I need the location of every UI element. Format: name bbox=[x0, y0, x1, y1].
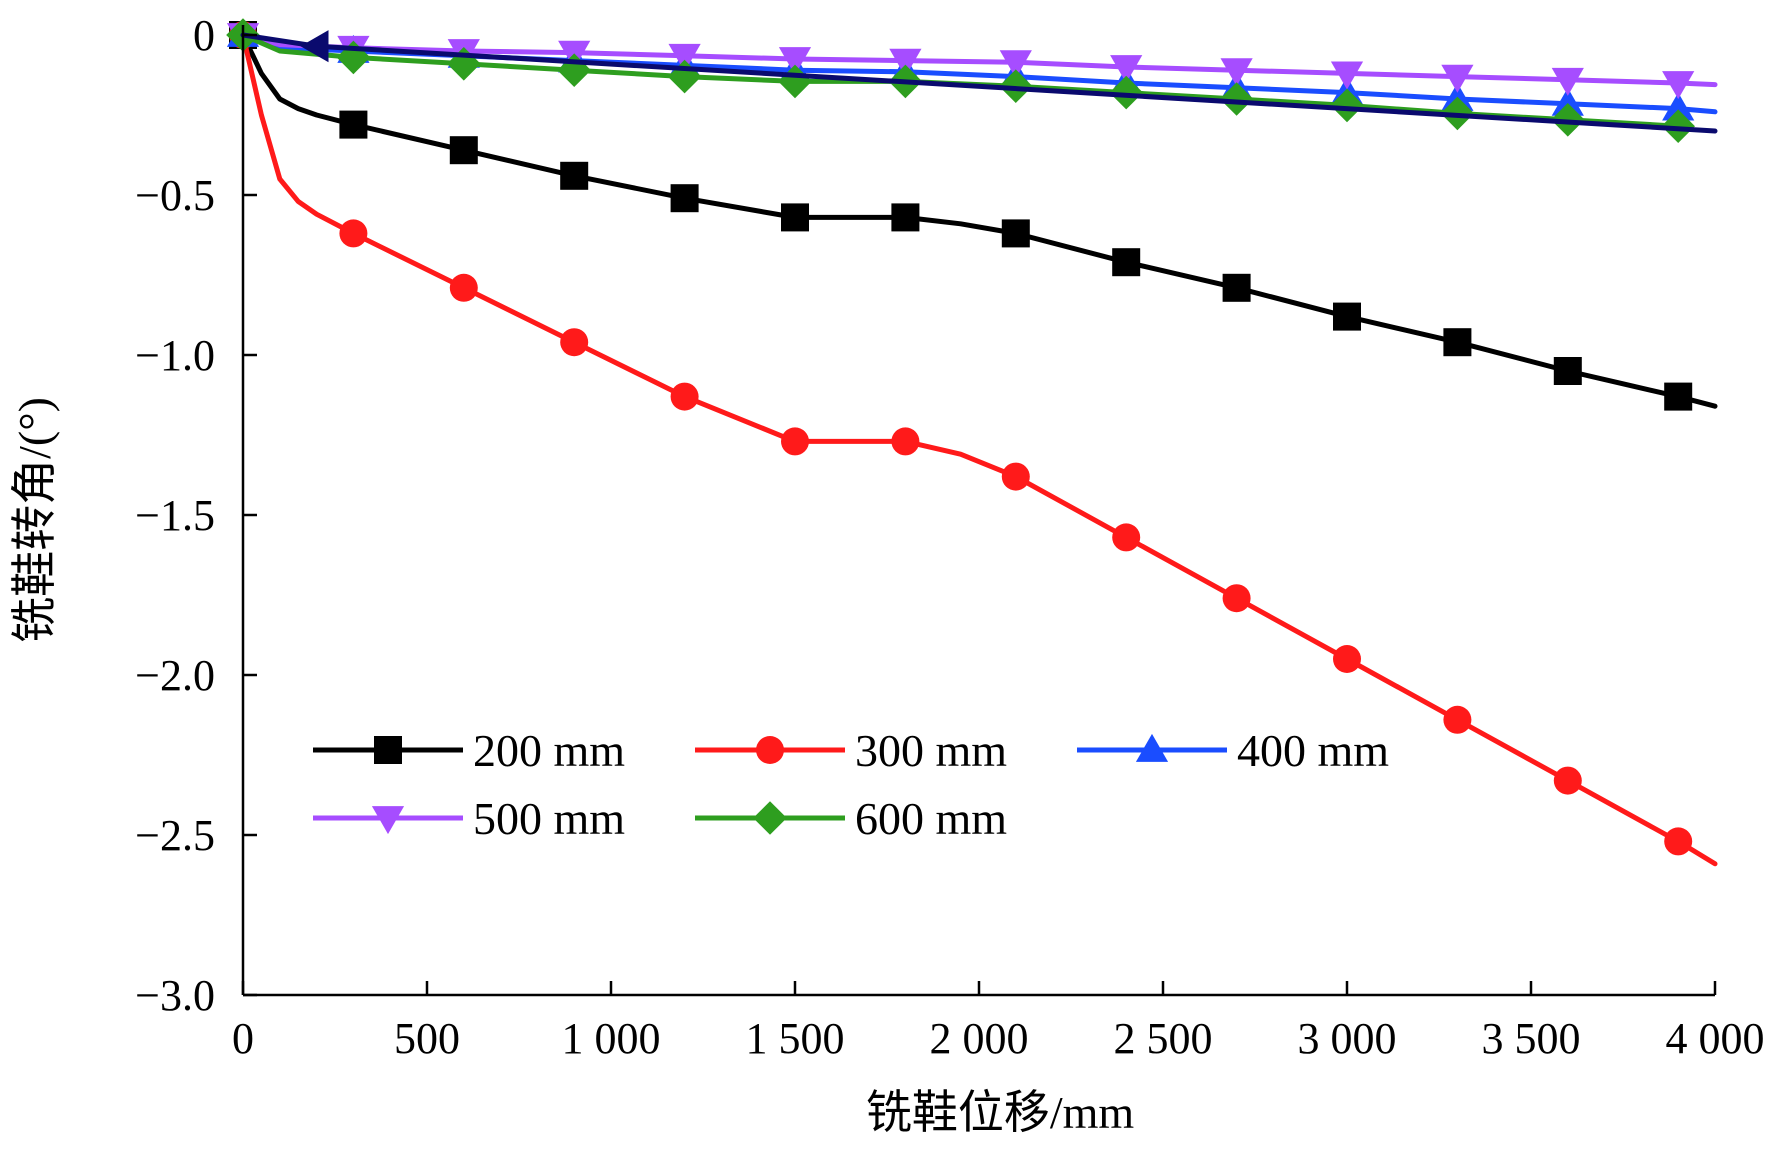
legend-marker bbox=[374, 736, 402, 764]
data-point-200-mm bbox=[1222, 273, 1251, 302]
data-point-300-mm bbox=[891, 427, 920, 456]
data-point-300-mm bbox=[1001, 462, 1030, 491]
data-point-400-mm bbox=[1662, 92, 1695, 121]
x-tick-label: 2 000 bbox=[930, 1014, 1029, 1063]
data-point-500-mm bbox=[1441, 64, 1474, 93]
axes bbox=[241, 25, 1717, 997]
legend-marker bbox=[371, 806, 405, 835]
data-point-500-mm bbox=[889, 48, 922, 77]
data-point-300-mm bbox=[781, 427, 809, 456]
data-point-500-mm bbox=[1662, 71, 1695, 100]
data-point-300-mm bbox=[1664, 827, 1693, 856]
data-point-500-mm bbox=[999, 50, 1032, 79]
data-point-300-mm bbox=[670, 382, 699, 411]
x-axis-title: 铣鞋位移/mm bbox=[866, 1087, 1135, 1138]
data-point-200-mm bbox=[1553, 357, 1582, 385]
data-point-300-mm bbox=[449, 273, 478, 302]
data-point-500-mm bbox=[1110, 55, 1143, 84]
data-point-200-mm bbox=[1333, 302, 1361, 331]
legend-item-300-mm: 300 mm bbox=[695, 725, 1007, 776]
legend: 200 mm 300 mm 400 mm 500 mm 600 mm bbox=[313, 725, 1389, 844]
data-point-200-mm bbox=[891, 203, 920, 232]
tick-labels: 0 500 1 000 1 500 2 000 2 500 3 000 3 500 4 000 0… bbox=[135, 11, 1764, 1063]
series-line-300-mm bbox=[240, 32, 1718, 867]
x-tick-label: 2 500 bbox=[1114, 1014, 1213, 1063]
data-point-300-mm bbox=[1333, 645, 1361, 673]
y-tick-label: −1.5 bbox=[135, 491, 215, 540]
data-point-200-mm bbox=[1001, 219, 1030, 248]
legend-marker bbox=[753, 801, 787, 835]
data-point-600-mm bbox=[1330, 88, 1364, 123]
x-tick-label: 4 000 bbox=[1666, 1014, 1765, 1063]
legend-label: 200 mm bbox=[473, 725, 625, 776]
x-tick-label: 1 500 bbox=[746, 1014, 845, 1063]
data-point-600-mm bbox=[1219, 82, 1254, 116]
data-point-300-mm bbox=[1553, 766, 1582, 795]
legend-item-200-mm: 200 mm bbox=[313, 725, 625, 776]
x-tick-label: 3 000 bbox=[1298, 1014, 1397, 1063]
data-point-500-mm bbox=[1220, 58, 1253, 87]
data-point-300-mm bbox=[560, 328, 589, 357]
data-point-300-mm bbox=[1222, 584, 1251, 613]
series-200-mm bbox=[229, 21, 1718, 411]
data-point-600-mm bbox=[778, 64, 812, 99]
legend-marker bbox=[1135, 733, 1169, 762]
series-line-200-mm bbox=[240, 32, 1718, 409]
series-400-mm bbox=[226, 18, 1718, 121]
data-point-300-mm bbox=[1112, 523, 1141, 552]
data-point-400-mm bbox=[1551, 87, 1584, 116]
x-tick-label: 0 bbox=[232, 1014, 254, 1063]
data-point-200-mm bbox=[1112, 248, 1141, 277]
y-tick-label: −2.0 bbox=[135, 651, 215, 700]
data-point-200-mm bbox=[670, 184, 699, 213]
data-point-500-mm bbox=[1551, 67, 1584, 96]
data-point-600-mm bbox=[1661, 109, 1695, 143]
y-axis-title: 铣鞋转角/(°) bbox=[9, 397, 60, 643]
data-point-200-mm bbox=[560, 161, 589, 190]
legend-label: 600 mm bbox=[855, 793, 1007, 844]
x-tick-label: 3 500 bbox=[1482, 1014, 1581, 1063]
data-point-200-mm bbox=[1443, 328, 1472, 357]
data-point-500-mm bbox=[668, 43, 701, 72]
legend-item-600-mm: 600 mm bbox=[695, 793, 1007, 844]
y-tick-label: 0 bbox=[193, 11, 215, 60]
data-point-200-mm bbox=[781, 203, 809, 232]
legend-item-500-mm: 500 mm bbox=[313, 793, 625, 844]
legend-item-400-mm: 400 mm bbox=[1077, 725, 1389, 776]
y-tick-label: −2.5 bbox=[135, 811, 215, 860]
legend-label: 500 mm bbox=[473, 793, 625, 844]
data-point-200-mm bbox=[449, 136, 478, 165]
series-extra bbox=[240, 30, 1718, 134]
legend-marker bbox=[756, 736, 784, 764]
y-tick-label: −3.0 bbox=[135, 971, 215, 1020]
legend-label: 300 mm bbox=[855, 725, 1007, 776]
legend-label: 400 mm bbox=[1237, 725, 1389, 776]
data-point-300-mm bbox=[1443, 705, 1472, 734]
data-point-300-mm bbox=[339, 219, 368, 248]
y-tick-label: −1.0 bbox=[135, 331, 215, 380]
data-point-200-mm bbox=[339, 110, 368, 139]
data-point-500-mm bbox=[1330, 61, 1364, 90]
y-tick-label: −0.5 bbox=[135, 171, 215, 220]
x-tick-label: 500 bbox=[394, 1014, 460, 1063]
data-point-600-mm bbox=[1109, 75, 1143, 110]
data-point-extra bbox=[300, 30, 329, 63]
series-600-mm bbox=[226, 18, 1695, 143]
data-point-500-mm bbox=[778, 47, 812, 76]
x-tick-label: 1 000 bbox=[562, 1014, 661, 1063]
data-point-200-mm bbox=[1664, 382, 1693, 411]
